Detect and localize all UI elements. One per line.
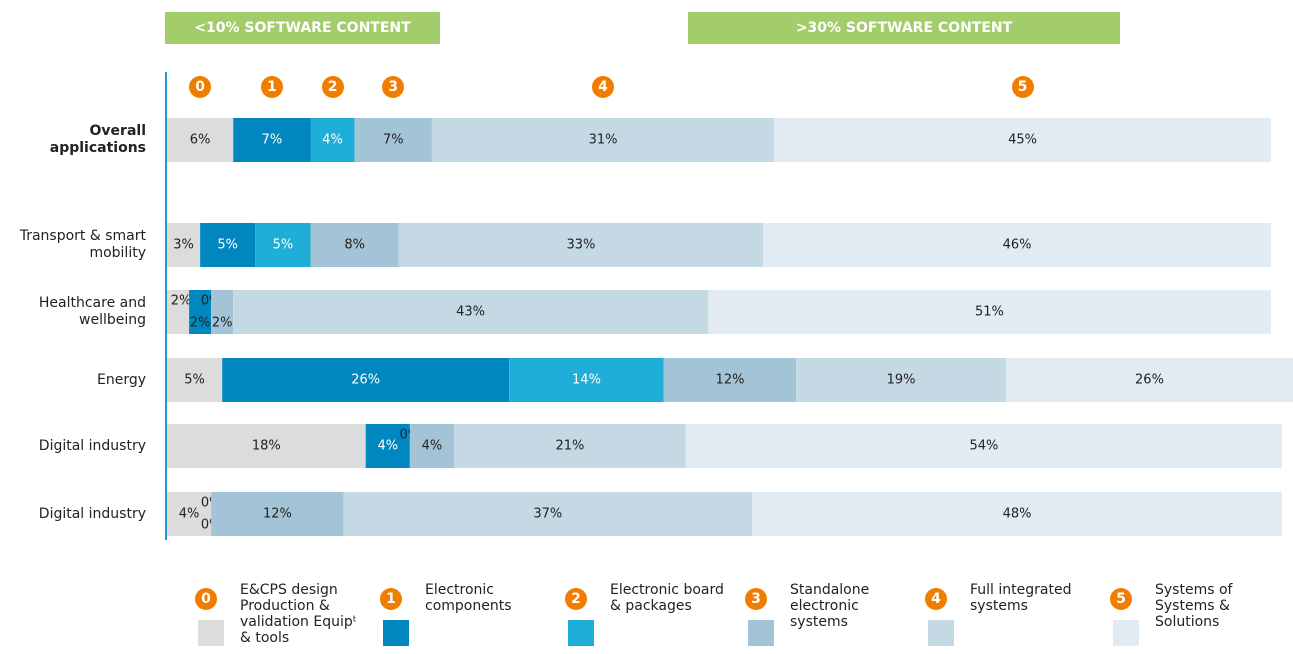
series-badge: 0 xyxy=(189,76,212,98)
value-label: 4% xyxy=(322,133,343,148)
category-label: Digital industry xyxy=(38,505,146,522)
bar-segment xyxy=(255,223,311,267)
legend-label: Electronic components xyxy=(425,582,512,614)
value-label: 7% xyxy=(262,133,283,148)
bar-segment xyxy=(200,223,256,267)
value-label: 4% xyxy=(377,439,398,454)
value-label: 4% xyxy=(179,507,200,522)
bar-segment xyxy=(222,358,510,402)
legend-label: Standalone electronic systems xyxy=(790,582,870,630)
bar-segment xyxy=(365,424,410,468)
bar-segment xyxy=(431,118,775,162)
bar-segment xyxy=(167,290,190,334)
value-label: 45% xyxy=(1008,133,1037,148)
legend-swatch xyxy=(198,620,224,646)
series-badge: 1 xyxy=(260,76,283,98)
bar-segment xyxy=(663,358,797,402)
value-label: 14% xyxy=(572,373,601,388)
bar-segment xyxy=(310,118,355,162)
bar-segment xyxy=(343,492,753,536)
value-label: 7% xyxy=(383,133,404,148)
bar-segment xyxy=(409,424,455,468)
legend-badge: 3 xyxy=(745,588,767,610)
value-label: 8% xyxy=(344,238,365,253)
category-label: Transport & smart mobility xyxy=(19,228,146,261)
legend-label: Full integrated systems xyxy=(970,582,1072,614)
value-label: 31% xyxy=(589,133,618,148)
value-label: 26% xyxy=(1135,373,1164,388)
bar-segment xyxy=(167,492,212,536)
value-label: 3% xyxy=(173,238,194,253)
series-badge: 3 xyxy=(382,76,405,98)
bar-segment xyxy=(189,290,212,334)
series-badge: 5 xyxy=(1011,76,1034,98)
bar-segment xyxy=(354,118,432,162)
category-label: Digital industry xyxy=(38,437,146,454)
value-label: 4% xyxy=(422,439,443,454)
value-label: 5% xyxy=(273,238,294,253)
bar-segment xyxy=(398,223,764,267)
value-label: 2% xyxy=(171,294,192,309)
value-label: 26% xyxy=(351,373,380,388)
value-label: 48% xyxy=(1003,507,1032,522)
value-label: 18% xyxy=(252,439,281,454)
legend-label: Electronic board & packages xyxy=(610,582,724,614)
bar-segment xyxy=(211,290,234,334)
value-label: 6% xyxy=(190,133,211,148)
legend-label: Systems of Systems & Solutions xyxy=(1155,582,1233,630)
legend-badge: 4 xyxy=(925,588,947,610)
value-label: 21% xyxy=(555,439,584,454)
bar-segment xyxy=(509,358,664,402)
value-label: 12% xyxy=(716,373,745,388)
bar-segment xyxy=(211,492,344,536)
legend-swatch xyxy=(928,620,954,646)
bar-segment xyxy=(685,424,1282,468)
value-label: 46% xyxy=(1003,238,1032,253)
value-label: 19% xyxy=(887,373,916,388)
value-label: 43% xyxy=(456,305,485,320)
legend-badge: 1 xyxy=(380,588,402,610)
value-label: 33% xyxy=(567,238,596,253)
series-badge: 2 xyxy=(321,76,344,98)
legend-badge: 5 xyxy=(1110,588,1132,610)
bar-segment xyxy=(1005,358,1293,402)
category-label: Energy xyxy=(96,371,146,388)
bar-segment xyxy=(167,118,234,162)
bar-segment xyxy=(454,424,686,468)
category-label: Overall applications xyxy=(49,123,146,156)
bar-segment xyxy=(774,118,1271,162)
bar-segment xyxy=(167,223,201,267)
bar-segment xyxy=(310,223,399,267)
bar-segment xyxy=(233,118,311,162)
bar-segment xyxy=(233,290,708,334)
value-label: 51% xyxy=(975,305,1004,320)
value-label: 37% xyxy=(533,507,562,522)
bar-segment xyxy=(167,358,223,402)
bar-segment xyxy=(752,492,1282,536)
legend-swatch xyxy=(383,620,409,646)
legend-badge: 2 xyxy=(565,588,587,610)
category-label: Healthcare and wellbeing xyxy=(38,295,146,328)
value-label: 54% xyxy=(969,439,998,454)
value-label: 2% xyxy=(190,316,211,331)
legend-swatch xyxy=(748,620,774,646)
header-box: >30% SOFTWARE CONTENT xyxy=(688,12,1120,44)
bar-segment xyxy=(707,290,1271,334)
value-label: 5% xyxy=(184,373,205,388)
legend-label: E&CPS design Production & validation Equ… xyxy=(240,582,357,646)
legend-badge: 0 xyxy=(195,588,217,610)
bar-segment xyxy=(167,424,366,468)
header-box: <10% SOFTWARE CONTENT xyxy=(165,12,440,44)
bar-segment xyxy=(796,358,1006,402)
series-badge: 4 xyxy=(592,76,615,98)
value-label: 2% xyxy=(212,316,233,331)
legend-swatch xyxy=(568,620,594,646)
legend-swatch xyxy=(1113,620,1139,646)
value-label: 12% xyxy=(263,507,292,522)
bar-segment xyxy=(763,223,1271,267)
value-label: 5% xyxy=(217,238,238,253)
